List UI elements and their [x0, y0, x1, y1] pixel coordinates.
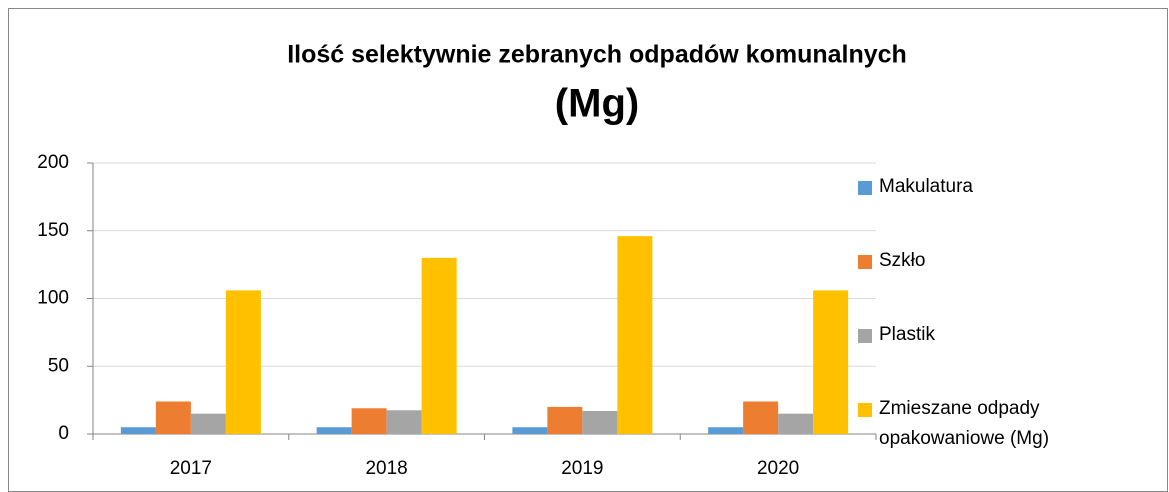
legend-swatch [858, 255, 872, 269]
chart-title: Ilość selektywnie zebranych odpadów komu… [287, 41, 907, 69]
legend-swatch [858, 181, 872, 195]
bar [743, 401, 779, 434]
bar [120, 427, 156, 434]
bar [813, 290, 849, 434]
legend-label: Makulatura [879, 176, 973, 197]
bar [155, 401, 191, 434]
x-tick-label: 2017 [170, 458, 212, 479]
legend-entry: Plastik [858, 320, 1158, 394]
bar [351, 408, 387, 434]
bar [512, 427, 548, 434]
bar [316, 427, 352, 434]
legend-label: Plastik [879, 324, 935, 345]
bar [582, 410, 618, 434]
legend-label: Zmieszane odpady opakowaniowe (Mg) [879, 398, 1050, 449]
y-tick-label: 50 [48, 355, 69, 376]
bar [547, 406, 583, 434]
y-tick-label: 100 [37, 288, 69, 309]
bar [421, 257, 457, 434]
y-tick-label: 200 [37, 152, 69, 173]
legend-entry: Zmieszane odpady opakowaniowe (Mg) [858, 394, 1158, 468]
x-tick-label: 2019 [561, 458, 603, 479]
chart-subtitle: (Mg) [555, 82, 639, 126]
legend-entry: Makulatura [858, 172, 1158, 246]
bar [708, 427, 744, 434]
x-tick-label: 2018 [365, 458, 407, 479]
bar [386, 410, 422, 434]
bar [778, 413, 814, 434]
legend-label: Szkło [879, 250, 926, 271]
bar [617, 236, 653, 434]
bar [190, 413, 226, 434]
legend-swatch [858, 403, 872, 417]
bar [225, 290, 261, 434]
legend: Makulatura Szkło Plastik Zmieszane odpady o… [858, 172, 1158, 468]
legend-entry: Szkło [858, 246, 1158, 320]
y-tick-label: 0 [58, 423, 69, 444]
x-tick-label: 2020 [757, 458, 799, 479]
y-tick-label: 150 [37, 220, 69, 241]
legend-swatch [858, 329, 872, 343]
